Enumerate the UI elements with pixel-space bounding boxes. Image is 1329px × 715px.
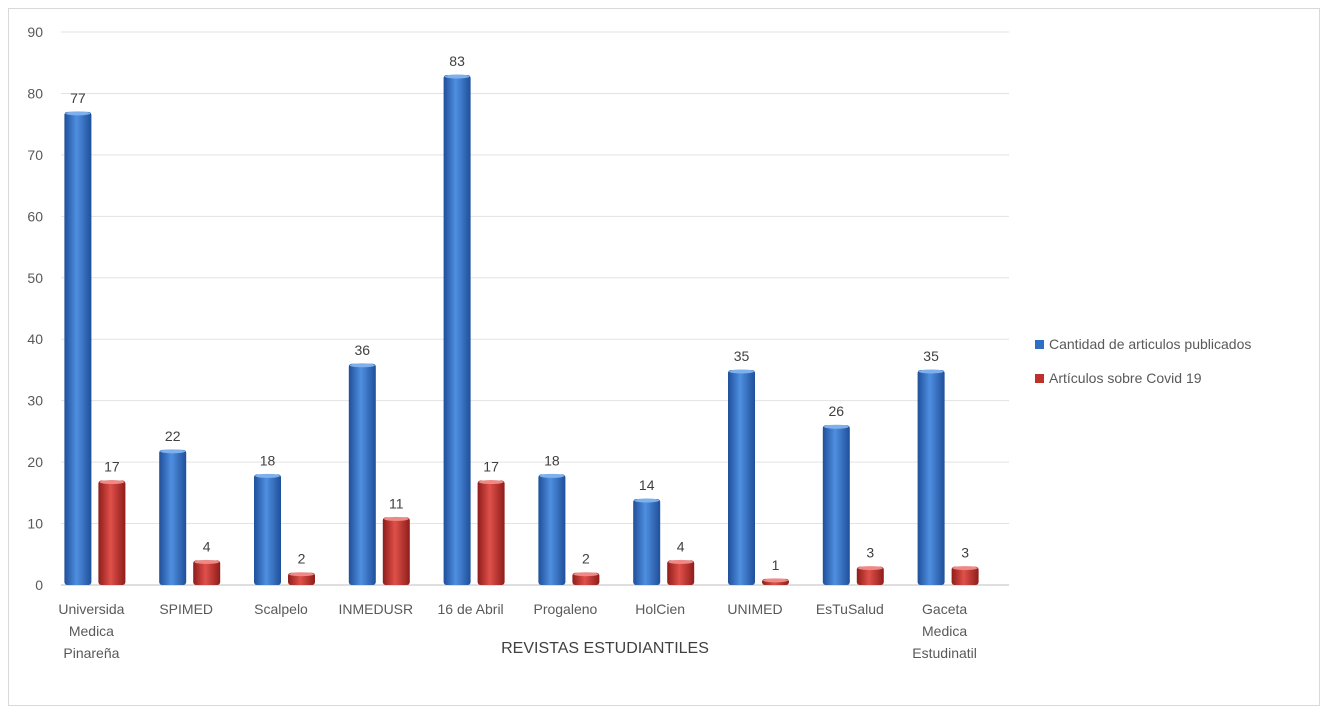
bar-articulos-publicados — [348, 363, 376, 585]
data-label: 22 — [165, 428, 181, 444]
bar-cap — [573, 572, 599, 577]
legend-label: Artículos sobre Covid 19 — [1049, 370, 1202, 386]
y-tick-label: 70 — [27, 147, 43, 163]
data-label: 14 — [639, 477, 655, 493]
x-axis-title: REVISTAS ESTUDIANTILES — [501, 640, 709, 657]
data-label: 3 — [866, 545, 874, 561]
bar-cap — [668, 559, 694, 564]
y-tick-label: 0 — [35, 577, 43, 593]
bar-cap — [99, 480, 125, 485]
bar-cap — [634, 498, 660, 503]
y-tick-label: 20 — [27, 454, 43, 470]
bar-cap — [289, 572, 314, 577]
x-category-label: Medica — [69, 623, 114, 639]
data-labels: 77 22 18 36 83 18 14 35 26 35 17 4 2 11 17 2 4 1 3 3 — [70, 53, 969, 573]
data-label: 83 — [449, 53, 465, 69]
x-category-label: HolCien — [635, 601, 685, 617]
data-label: 26 — [829, 403, 845, 419]
x-category-label: Estudinatil — [912, 645, 977, 661]
data-label: 3 — [961, 545, 969, 561]
bar-cap — [823, 424, 849, 429]
bar-articulos-publicados — [728, 369, 755, 585]
y-tick-label: 40 — [27, 331, 43, 347]
x-axis-categories: Universida Medica Pinareña SPIMED Scalpelo IN… — [58, 601, 977, 661]
y-tick-label: 30 — [27, 393, 43, 409]
bar-cap — [65, 111, 91, 116]
bar-cap — [952, 566, 978, 571]
data-label: 4 — [677, 538, 685, 554]
bar-articulos-covid — [193, 560, 221, 585]
x-category-label: SPIMED — [159, 601, 213, 617]
y-tick-label: 50 — [27, 270, 43, 286]
legend-swatch-red — [1035, 374, 1044, 383]
bar-cap — [444, 74, 470, 79]
data-label: 77 — [70, 90, 86, 106]
bar-cap — [383, 516, 409, 521]
y-tick-label: 60 — [27, 208, 43, 224]
bar-articulos-covid — [477, 480, 505, 585]
chart-frame: 0 10 20 30 40 50 60 70 80 90 77 22 18 36 83 18 14 35 26 35… — [8, 8, 1320, 706]
x-category-label: UNIMED — [727, 601, 782, 617]
bar-articulos-publicados — [443, 75, 471, 585]
gridlines — [61, 31, 1009, 586]
x-category-label: 16 de Abril — [438, 601, 504, 617]
x-category-label: Medica — [922, 623, 967, 639]
bar-articulos-publicados — [633, 498, 661, 585]
bar-articulos-publicados — [917, 369, 945, 585]
bar-cap — [763, 578, 788, 583]
bar-cap — [349, 363, 375, 368]
y-tick-label: 80 — [27, 85, 43, 101]
bar-articulos-publicados — [254, 474, 281, 585]
bar-articulos-covid — [951, 566, 979, 585]
data-label: 11 — [389, 495, 404, 511]
y-axis-ticks: 0 10 20 30 40 50 60 70 80 90 — [27, 24, 43, 593]
x-category-label: INMEDUSR — [338, 601, 413, 617]
bar-cap — [194, 559, 220, 564]
bar-articulos-covid — [856, 566, 884, 585]
bar-cap — [255, 473, 280, 478]
x-category-label: Scalpelo — [254, 601, 308, 617]
legend-label: Cantidad de articulos publicados — [1049, 336, 1251, 352]
data-label: 4 — [203, 538, 211, 554]
data-label: 35 — [734, 348, 750, 364]
data-label: 1 — [772, 557, 780, 573]
x-category-label: Gaceta — [922, 601, 967, 617]
bar-cap — [729, 369, 754, 374]
data-label: 18 — [544, 452, 560, 468]
x-category-label: EsTuSalud — [816, 601, 884, 617]
bar-articulos-covid — [382, 517, 410, 585]
bar-cap — [478, 480, 504, 485]
bar-articulos-publicados — [538, 474, 566, 585]
data-label: 35 — [923, 348, 939, 364]
x-category-label: Pinareña — [63, 645, 119, 661]
data-label: 2 — [582, 551, 590, 567]
x-category-label: Universida — [58, 601, 124, 617]
y-tick-label: 10 — [27, 516, 43, 532]
data-label: 17 — [483, 459, 499, 475]
bar-articulos-covid — [98, 480, 126, 585]
data-label: 18 — [260, 452, 276, 468]
legend-swatch-blue — [1035, 340, 1044, 349]
data-label: 36 — [355, 342, 371, 358]
bar-cap — [539, 473, 565, 478]
y-tick-label: 90 — [27, 24, 43, 40]
bars — [64, 74, 979, 585]
bar-articulos-publicados — [159, 449, 187, 585]
x-category-label: Progaleno — [533, 601, 597, 617]
bar-cap — [160, 449, 186, 454]
data-label: 17 — [104, 459, 120, 475]
legend: Cantidad de articulos publicados Artículo… — [1035, 336, 1251, 386]
bar-cap — [857, 566, 883, 571]
bar-articulos-publicados — [64, 111, 92, 585]
bar-articulos-publicados — [822, 425, 850, 585]
data-label: 2 — [298, 551, 306, 567]
bar-articulos-covid — [667, 560, 695, 585]
bar-cap — [918, 369, 944, 374]
